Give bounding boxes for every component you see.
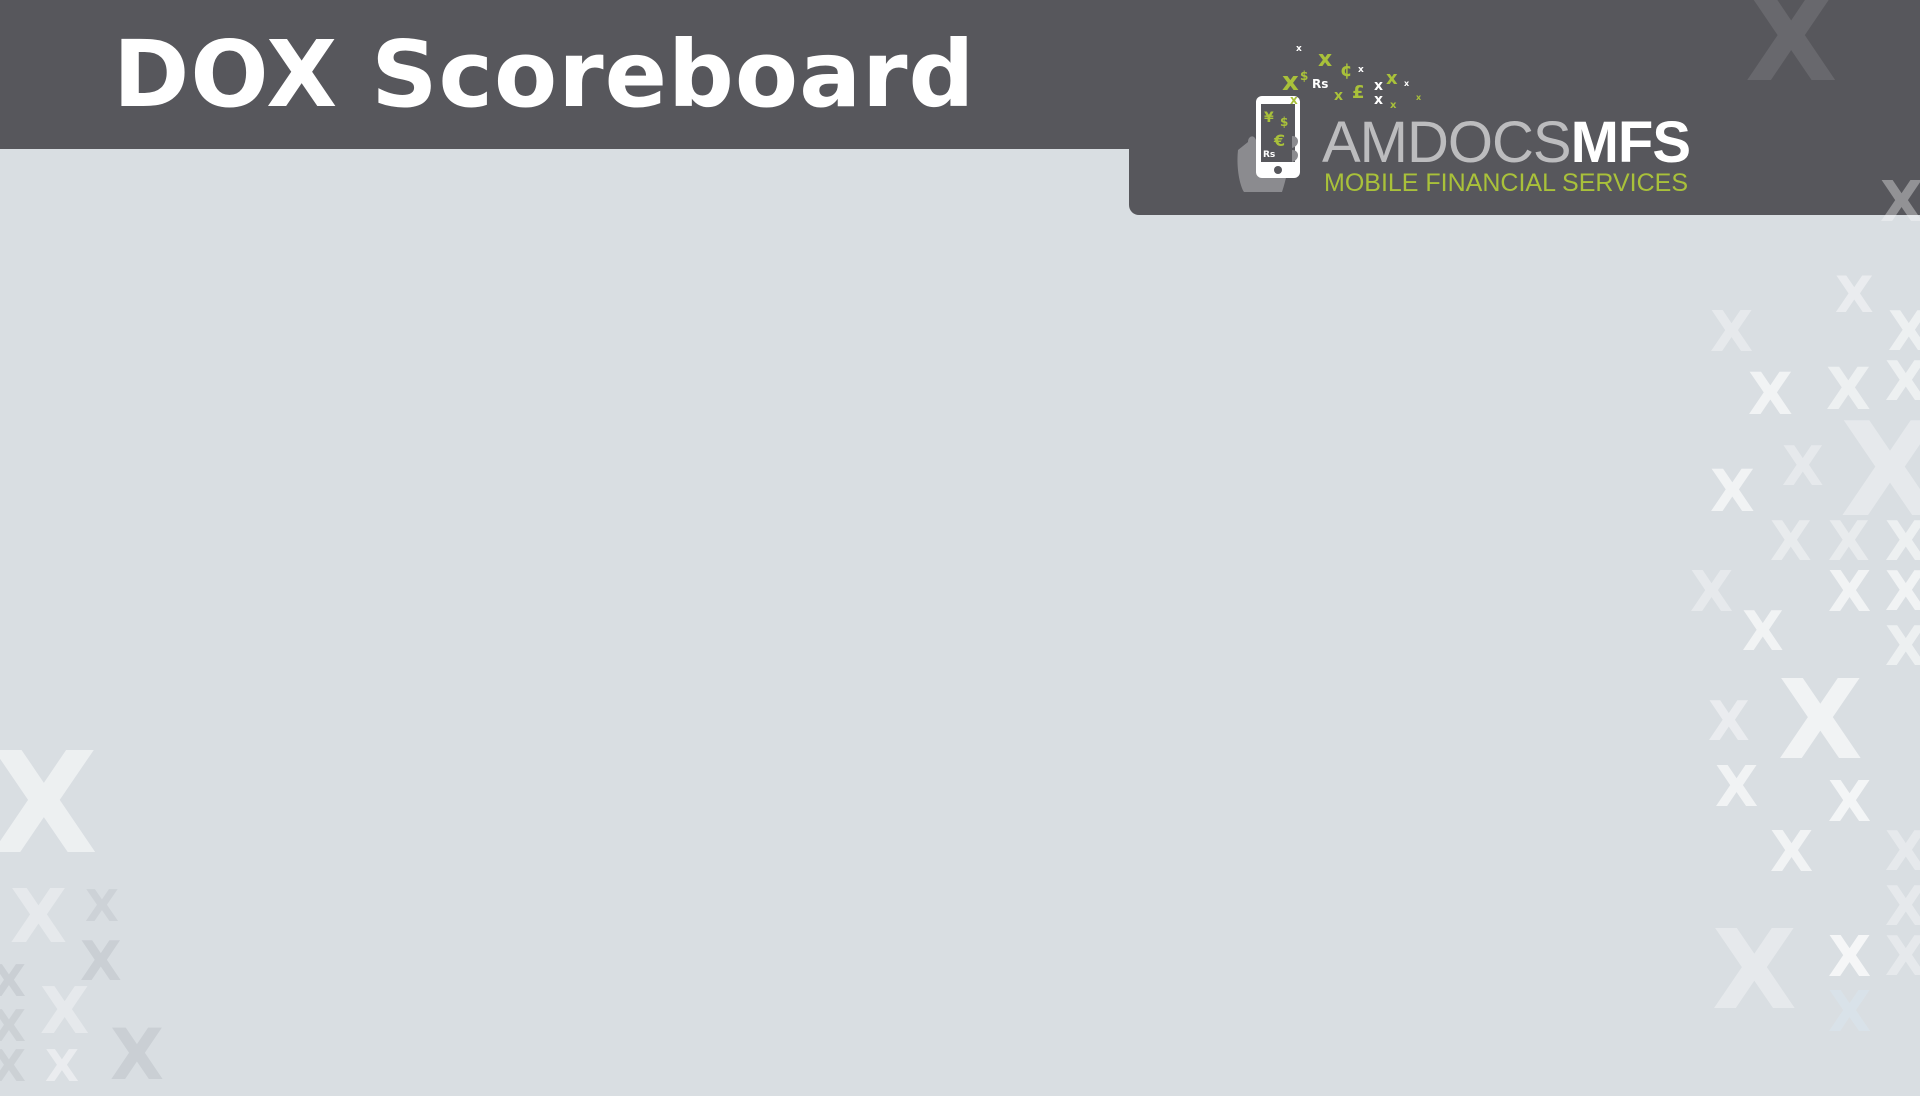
x-pattern-mark: X [1742, 600, 1784, 663]
x-pattern-mark: X [1690, 560, 1734, 625]
x-pattern-mark: X [80, 930, 122, 993]
svg-text:x: x [1374, 92, 1383, 108]
x-pattern-mark: X [1782, 435, 1824, 498]
x-pattern-mark: X [40, 975, 90, 1049]
slide-title: DOX Scoreboard [113, 21, 976, 128]
x-pattern-mark: X [110, 1014, 164, 1096]
x-pattern-mark: X [45, 1041, 79, 1092]
x-pattern-mark: X [1828, 980, 1872, 1045]
x-pattern-mark: X [1888, 300, 1920, 363]
x-pattern-mark: X [85, 881, 119, 932]
x-pattern-mark: X [1880, 170, 1920, 235]
x-pattern-mark: X [1770, 820, 1814, 885]
x-pattern-mark: X [1826, 355, 1871, 423]
svg-text:¥: ¥ [1264, 110, 1274, 126]
svg-text:x: x [1404, 79, 1410, 88]
x-pattern-mark: X [1885, 510, 1920, 573]
x-pattern-mark: X [1708, 690, 1750, 753]
svg-text:$: $ [1300, 69, 1308, 83]
svg-text:€: € [1273, 131, 1285, 150]
x-pattern-mark: X [1885, 925, 1920, 988]
svg-text:Rs: Rs [1263, 150, 1275, 160]
x-pattern-mark: X [0, 723, 98, 886]
x-pattern-mark: X [1828, 560, 1872, 625]
x-pattern-mark: X [1835, 266, 1874, 324]
phone-in-hand-with-currency-icon: ¥ $ € Rs [1237, 96, 1300, 192]
brand-mfs: MFS [1570, 110, 1691, 175]
x-pattern-mark: X [1770, 510, 1812, 573]
svg-text:x: x [1386, 68, 1398, 89]
x-pattern-mark: X [1778, 656, 1863, 784]
x-pattern-mark: X [10, 874, 68, 960]
svg-text:x: x [1290, 93, 1298, 107]
brand-amdocs: AMDOCS [1322, 110, 1572, 175]
x-pattern-mark: X [0, 1001, 26, 1052]
amdocs-mfs-logo: ¥ $ € Rs x $ x x Rs ¢ x £ x x x x x x x … [1230, 40, 1710, 200]
x-pattern-mark: X [1710, 300, 1754, 365]
svg-text:$: $ [1280, 115, 1288, 129]
x-pattern-mark: X [0, 956, 26, 1007]
svg-text:Rs: Rs [1312, 77, 1328, 91]
x-pattern-mark: X [1885, 615, 1920, 678]
x-pattern-mark: X [1710, 457, 1755, 525]
x-pattern-mark: X [1712, 906, 1797, 1034]
brand-wordmark: AMDOCSMFS [1322, 110, 1691, 176]
svg-text:x: x [1416, 93, 1422, 102]
svg-text:x: x [1318, 47, 1332, 72]
svg-text:¢: ¢ [1340, 60, 1353, 81]
x-pattern-mark: X [1748, 360, 1793, 428]
svg-text:x: x [1282, 67, 1299, 97]
x-pattern-mark: X [1745, 0, 1838, 109]
svg-text:x: x [1296, 44, 1302, 54]
x-pattern-mark: X [1840, 394, 1920, 546]
svg-text:x: x [1358, 65, 1364, 75]
currency-swarm-icon: x $ x x Rs ¢ x £ x x x x x x x x [1282, 44, 1422, 111]
brand-tagline: MOBILE FINANCIAL SERVICES [1324, 169, 1688, 197]
x-pattern-mark: X [1885, 875, 1920, 938]
svg-text:£: £ [1352, 82, 1365, 103]
x-pattern-mark: X [1885, 350, 1920, 413]
x-pattern-mark: X [1885, 560, 1920, 623]
header-bar [0, 0, 1920, 149]
x-pattern-mark: X [1828, 925, 1872, 990]
x-pattern-mark: X [0, 1041, 26, 1092]
x-pattern-mark: X [1715, 755, 1759, 820]
x-pattern-mark: X [1885, 820, 1920, 883]
svg-text:x: x [1334, 88, 1343, 104]
x-pattern-mark: X [1828, 770, 1872, 835]
svg-text:x: x [1374, 78, 1383, 94]
x-pattern-mark: X [1828, 510, 1870, 573]
svg-text:x: x [1390, 100, 1397, 111]
